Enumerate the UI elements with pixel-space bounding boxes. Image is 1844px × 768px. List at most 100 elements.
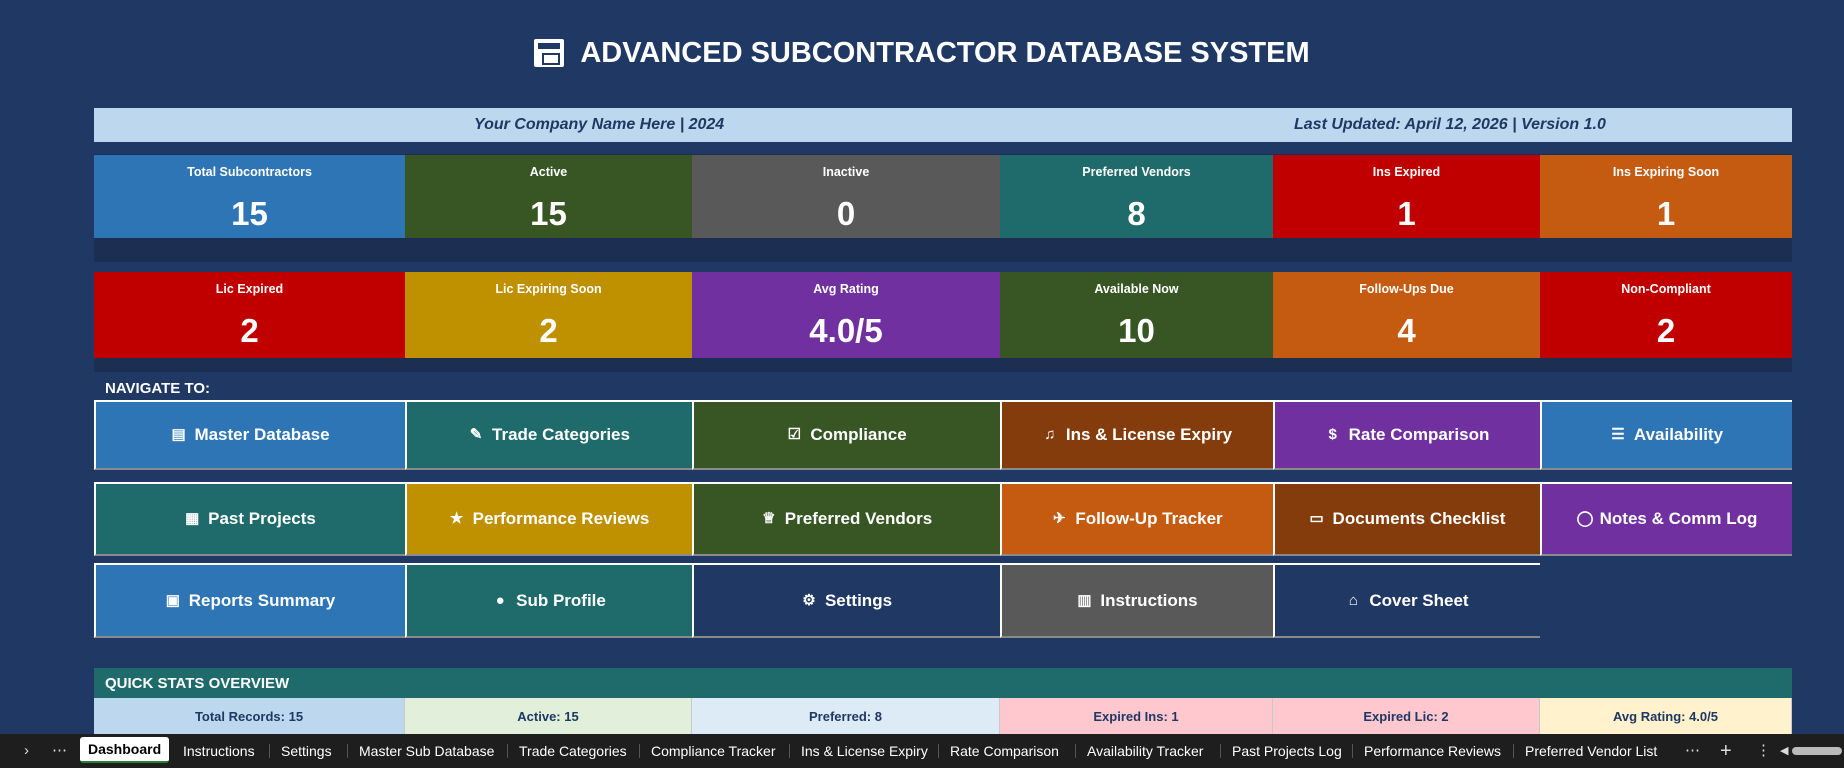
sheet-options-icon[interactable]: ⋮ [1756,742,1771,759]
nav-button-label: Ins & License Expiry [1065,425,1233,444]
nav-button-label: Sub Profile [516,590,606,610]
kpi-card-lic-expired: Lic Expired 2 [94,272,405,358]
nav-button-past-projects[interactable]: ▦ Past Projects [94,482,405,556]
kpi-value: 4.0/5 [809,312,883,349]
person-icon: ● [495,591,505,609]
scroll-left-icon[interactable]: ◀ [1780,745,1789,757]
kpi-value: 2 [539,312,558,349]
nav-button-label: Documents Checklist [1332,509,1506,528]
house-icon: ⌂ [1348,591,1358,609]
nav-button-rate-comparison[interactable]: $ Rate Comparison [1273,400,1540,470]
sheet-tab-settings[interactable]: Settings [281,743,332,759]
nav-button-label: Master Database [194,425,330,444]
nav-button-label: Past Projects [208,509,316,528]
list-icon: ☰ [1611,426,1625,443]
nav-button-sub-profile[interactable]: ● Sub Profile [405,563,692,638]
kpi-label: Follow-Ups Due [1359,282,1454,296]
inbox-icon: ▣ [165,591,180,609]
nav-button-compliance[interactable]: ☑ Compliance [692,400,1000,470]
sheet-tab-dashboard[interactable]: Dashboard [80,737,170,763]
sheet-tab-ins-license-expiry[interactable]: Ins & License Expiry [801,743,928,759]
nav-button-master-database[interactable]: ▤ Master Database [94,400,405,470]
kpi-value: 1 [1656,195,1676,232]
nav-button-ins-license-expiry[interactable]: ♫ Ins & License Expiry [1000,400,1273,470]
kpi-label: Ins Expired [1372,165,1441,179]
tab-separator [938,744,939,758]
tab-separator [507,744,508,758]
nav-button-label: Settings [824,590,893,610]
sheet-tab-past-projects-log[interactable]: Past Projects Log [1232,743,1342,759]
sheet-tab-rate-comparison[interactable]: Rate Comparison [950,743,1059,759]
kpi-label: Inactive [822,165,870,179]
nav-button-label: Availability [1633,425,1724,444]
gear-icon: ⚙ [802,591,816,609]
nav-button-follow-up-tracker[interactable]: ✈ Follow-Up Tracker [1000,482,1273,556]
quick-stat-cell: Total Records: 15 [94,698,405,734]
kpi-card-inactive: Inactive 0 [692,155,1000,238]
kpi-card-available-now: Available Now 10 [1000,272,1273,358]
kpi-card-ins-expired: Ins Expired 1 [1273,155,1540,238]
trophy-icon: ♕ [762,510,776,527]
sheet-tab-performance-reviews[interactable]: Performance Reviews [1364,743,1501,759]
sheet-tab-instructions[interactable]: Instructions [183,743,255,759]
sheet-tab-master-sub-database[interactable]: Master Sub Database [359,743,495,759]
quick-stat-cell: Avg Rating: 4.0/5 [1540,698,1792,734]
tab-separator [639,744,640,758]
nav-button-availability[interactable]: ☰ Availability [1540,400,1792,470]
nav-button-instructions[interactable]: ▥ Instructions [1000,563,1273,638]
document-icon: ▤ [171,426,186,443]
nav-button-label: Notes & Comm Log [1599,509,1758,528]
nav-button-notes-comm-log[interactable]: ◯ Notes & Comm Log [1540,482,1792,556]
speech-bubble-icon: ◯ [1576,510,1594,527]
sheet-tab-compliance-tracker[interactable]: Compliance Tracker [651,743,776,759]
kpi-card-lic-expiring-soon: Lic Expiring Soon 2 [405,272,692,358]
nav-button-reports-summary[interactable]: ▣ Reports Summary [94,563,405,638]
kpi-card-preferred-vendors: Preferred Vendors 8 [1000,155,1273,238]
nav-button-cover-sheet[interactable]: ⌂ Cover Sheet [1273,563,1540,638]
kpi-value: 15 [231,195,268,232]
nav-button-documents-checklist[interactable]: ▭ Documents Checklist [1273,482,1540,556]
add-sheet-icon[interactable]: + [1720,740,1732,762]
kpi-label: Ins Expiring Soon [1612,165,1720,179]
kpi-value: 2 [240,312,259,349]
kpi-value: 8 [1127,195,1146,232]
nav-button-label: Performance Reviews [472,509,650,528]
page-title: ADVANCED SUBCONTRACTOR DATABASE SYSTEM [0,30,1844,76]
scroll-tabs-right-icon[interactable]: › [24,742,29,759]
nav-button-preferred-vendors[interactable]: ♕ Preferred Vendors [692,482,1000,556]
nav-button-trade-categories[interactable]: ✎ Trade Categories [405,400,692,470]
kpi-card-follow-ups-due: Follow-Ups Due 4 [1273,272,1540,358]
horizontal-scrollbar[interactable] [1792,747,1842,755]
tab-separator [1352,744,1353,758]
kpi-label: Active [529,165,568,179]
title-text: ADVANCED SUBCONTRACTOR DATABASE SYSTEM [580,36,1310,69]
nav-button-settings[interactable]: ⚙ Settings [692,563,1000,638]
sheet-tab-availability-tracker[interactable]: Availability Tracker [1087,743,1204,759]
nav-button-label: Reports Summary [188,590,336,610]
more-tabs-right-icon[interactable]: ⋯ [1685,742,1700,759]
nav-button-label: Compliance [810,425,907,444]
info-bar: Your Company Name Here | 2024 Last Updat… [94,108,1792,142]
quick-stat-cell: Expired Ins: 1 [1000,698,1273,734]
sheet-tab-trade-categories[interactable]: Trade Categories [519,743,627,759]
wrench-icon: ✎ [469,426,483,443]
nav-button-label: Rate Comparison [1348,425,1490,444]
kpi-label: Preferred Vendors [1082,165,1191,179]
update-info: Last Updated: April 12, 2026 | Version 1… [1294,116,1606,133]
nav-button-label: Follow-Up Tracker [1075,509,1223,528]
sheet-tab-preferred-vendor-list[interactable]: Preferred Vendor List [1525,743,1658,759]
kpi-value: 1 [1397,195,1416,232]
kpi-card-ins-expiring-soon: Ins Expiring Soon 1 [1540,155,1792,238]
kpi-label: Non-Compliant [1621,282,1711,296]
tab-separator [347,744,348,758]
kpi-label: Total Subcontractors [187,165,312,179]
book-icon: ▥ [1077,591,1092,609]
bell-icon: ♫ [1044,426,1056,443]
kpi-label: Available Now [1094,282,1179,296]
more-tabs-left-icon[interactable]: ⋯ [52,742,67,759]
star-icon: ★ [449,510,464,527]
kpi-value: 4 [1397,312,1416,349]
kpi-card-non-compliant: Non-Compliant 2 [1540,272,1792,358]
tab-separator [269,744,270,758]
nav-button-performance-reviews[interactable]: ★ Performance Reviews [405,482,692,556]
